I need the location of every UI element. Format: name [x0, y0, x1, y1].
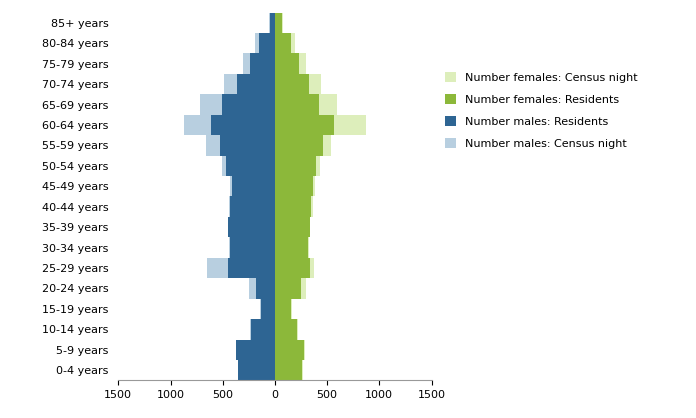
- Bar: [250, 319, 275, 339]
- Bar: [275, 94, 337, 115]
- Bar: [275, 13, 283, 33]
- Bar: [275, 298, 292, 319]
- Bar: [275, 278, 306, 298]
- Bar: [228, 217, 275, 237]
- Bar: [206, 135, 275, 155]
- Bar: [275, 74, 321, 94]
- Bar: [275, 319, 298, 339]
- Bar: [221, 94, 275, 115]
- Bar: [275, 278, 301, 298]
- Bar: [275, 13, 282, 33]
- Bar: [232, 176, 275, 196]
- Bar: [256, 278, 275, 298]
- Bar: [207, 258, 275, 278]
- Bar: [275, 115, 334, 135]
- Bar: [275, 94, 319, 115]
- Bar: [275, 33, 295, 54]
- Bar: [275, 237, 308, 258]
- Bar: [275, 217, 310, 237]
- Bar: [275, 155, 316, 176]
- Bar: [275, 237, 309, 258]
- Bar: [230, 237, 275, 258]
- Bar: [275, 176, 313, 196]
- Bar: [184, 115, 275, 135]
- Bar: [275, 33, 291, 54]
- Bar: [221, 155, 275, 176]
- Bar: [275, 258, 310, 278]
- Bar: [238, 360, 275, 380]
- Bar: [269, 13, 275, 33]
- Bar: [212, 115, 275, 135]
- Bar: [275, 258, 313, 278]
- Bar: [260, 298, 275, 319]
- Bar: [275, 135, 323, 155]
- Bar: [259, 33, 275, 54]
- Bar: [275, 319, 296, 339]
- Bar: [238, 360, 275, 380]
- Bar: [269, 13, 275, 33]
- Bar: [275, 298, 291, 319]
- Bar: [275, 135, 331, 155]
- Bar: [262, 298, 275, 319]
- Bar: [275, 360, 303, 380]
- Bar: [255, 33, 275, 54]
- Bar: [275, 54, 306, 74]
- Bar: [230, 196, 275, 217]
- Bar: [275, 217, 310, 237]
- Bar: [275, 339, 304, 360]
- Bar: [237, 339, 275, 360]
- Bar: [275, 155, 320, 176]
- Bar: [249, 278, 275, 298]
- Bar: [251, 319, 275, 339]
- Bar: [237, 339, 275, 360]
- Bar: [228, 217, 275, 237]
- Bar: [200, 94, 275, 115]
- Bar: [275, 360, 302, 380]
- Bar: [237, 74, 275, 94]
- Bar: [243, 54, 275, 74]
- Bar: [220, 135, 275, 155]
- Bar: [275, 115, 366, 135]
- Bar: [275, 196, 312, 217]
- Bar: [226, 155, 275, 176]
- Bar: [275, 339, 306, 360]
- Bar: [229, 196, 275, 217]
- Bar: [275, 54, 299, 74]
- Bar: [275, 196, 313, 217]
- Bar: [275, 176, 315, 196]
- Legend: Number females: Census night, Number females: Residents, Number males: Residents: Number females: Census night, Number fem…: [441, 68, 642, 153]
- Bar: [229, 237, 275, 258]
- Bar: [250, 54, 275, 74]
- Bar: [275, 74, 309, 94]
- Bar: [224, 74, 275, 94]
- Bar: [230, 176, 275, 196]
- Bar: [228, 258, 275, 278]
